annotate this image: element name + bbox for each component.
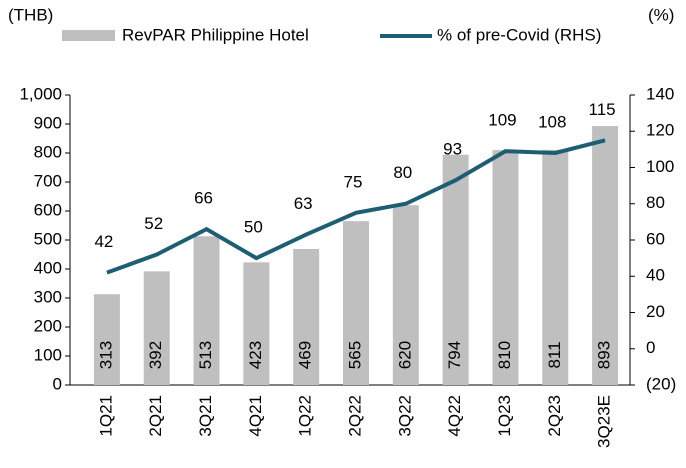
- legend-swatch: [62, 30, 115, 41]
- line-value-label: 42: [94, 232, 113, 251]
- y-tick-label: 1,000: [19, 84, 62, 103]
- bar-value-label: 620: [395, 341, 414, 369]
- x-tick-label: 2Q23: [545, 395, 564, 437]
- y-tick-label: 800: [34, 142, 62, 161]
- line-value-label: 109: [488, 111, 516, 130]
- y-tick-label: 600: [34, 200, 62, 219]
- bar: [93, 294, 120, 385]
- bar: [442, 154, 469, 385]
- line-value-label: 93: [443, 140, 462, 159]
- line-value-label: 52: [144, 214, 163, 233]
- x-tick-label: 4Q21: [246, 395, 265, 437]
- y2-tick-label: 20: [646, 302, 665, 321]
- y-tick-label: 500: [34, 229, 62, 248]
- bar-value-label: 423: [246, 341, 265, 369]
- y-axis-unit: (THB): [8, 5, 53, 24]
- y2-tick-label: 140: [646, 84, 674, 103]
- x-tick-label: 1Q22: [296, 395, 315, 437]
- y-tick-label: 100: [34, 345, 62, 364]
- x-tick-label: 3Q22: [395, 395, 414, 437]
- y2-axis-unit: (%): [648, 5, 674, 24]
- bar-value-label: 811: [545, 341, 564, 368]
- bar: [143, 271, 170, 385]
- x-tick-label: 2Q22: [345, 395, 364, 437]
- x-tick-label: 1Q21: [96, 395, 115, 437]
- x-tick-label: 1Q23: [495, 395, 514, 437]
- bar: [293, 248, 320, 385]
- bar: [343, 221, 369, 385]
- y2-tick-label: (20): [646, 374, 676, 393]
- bar: [592, 126, 619, 385]
- line-value-label: 50: [244, 218, 263, 237]
- y2-tick-label: 120: [646, 121, 674, 140]
- y-tick-label: 700: [34, 171, 62, 190]
- line-value-label: 108: [538, 112, 566, 131]
- x-tick-label: 4Q22: [445, 395, 464, 437]
- x-tick-label: 3Q23E: [595, 395, 614, 448]
- line-series: [106, 138, 606, 275]
- bar-value-label: 794: [445, 341, 464, 369]
- line-value-label: 63: [294, 194, 313, 213]
- bar-value-label: 565: [345, 341, 364, 369]
- bar: [542, 149, 569, 385]
- line-value-label: 66: [194, 189, 213, 208]
- y2-tick-label: 80: [646, 193, 665, 212]
- line-value-label: 80: [393, 163, 412, 182]
- bar-value-label: 313: [96, 341, 115, 369]
- y-tick-label: 300: [34, 287, 62, 306]
- y2-tick-label: 100: [646, 157, 674, 176]
- legend-label: RevPAR Philippine Hotel: [122, 25, 309, 44]
- y2-tick-label: 60: [646, 229, 665, 248]
- y2-tick-label: 0: [646, 338, 655, 357]
- y-tick-label: 400: [34, 258, 62, 277]
- y2-tick-label: 40: [646, 266, 665, 285]
- bar-value-label: 469: [296, 341, 315, 369]
- bar: [492, 150, 519, 385]
- x-tick-label: 3Q21: [196, 395, 215, 437]
- y-tick-label: 0: [53, 374, 62, 393]
- line-value-label: 115: [589, 100, 616, 119]
- y-tick-label: 900: [34, 113, 62, 132]
- bar-value-label: 810: [495, 341, 514, 369]
- x-tick-label: 2Q21: [146, 395, 165, 437]
- legend-label: % of pre-Covid (RHS): [437, 25, 601, 44]
- bar-value-label: 513: [196, 341, 215, 369]
- bar-value-label: 392: [146, 341, 165, 369]
- bar: [193, 236, 220, 385]
- y-tick-label: 200: [34, 316, 62, 335]
- bar: [392, 205, 419, 385]
- line-value-label: 75: [344, 172, 363, 191]
- bar: [243, 262, 270, 385]
- bar-value-label: 893: [595, 341, 614, 369]
